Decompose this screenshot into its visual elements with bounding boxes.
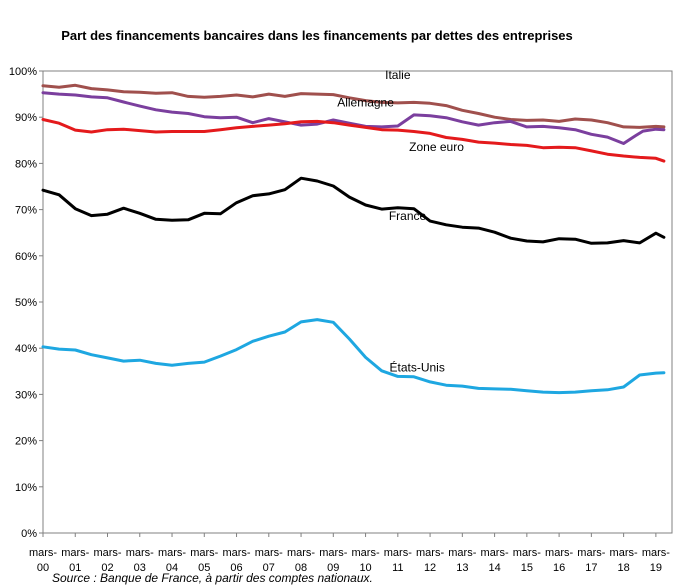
y-tick-label: 60% <box>15 251 37 263</box>
x-tick-label-bottom: 09 <box>327 562 339 574</box>
y-tick-label: 50% <box>15 297 37 309</box>
x-tick-label-bottom: 13 <box>456 562 468 574</box>
y-tick-label: 90% <box>15 112 37 124</box>
plot-area <box>42 70 673 534</box>
series-line-italie <box>41 83 666 129</box>
x-tick-label-top: mars- <box>287 547 315 559</box>
y-axis: 0% 10% 20% 30% 40% 50% 60% 70% 80% 90% 100% <box>9 66 43 540</box>
x-tick-label-bottom: 17 <box>585 562 597 574</box>
x-tick-label-top: mars- <box>158 547 186 559</box>
x-tick-label-top: mars- <box>610 547 638 559</box>
x-tick-label-bottom: 02 <box>101 562 113 574</box>
y-tick-label: 10% <box>15 482 37 494</box>
x-tick-label-bottom: 18 <box>617 562 629 574</box>
x-tick-label-top: mars- <box>29 547 57 559</box>
x-tick-label-bottom: 10 <box>359 562 371 574</box>
y-tick-label: 30% <box>15 389 37 401</box>
x-tick-label-bottom: 11 <box>392 562 403 574</box>
source-note: Source : Banque de France, à partir des … <box>52 571 373 585</box>
x-tick-label-bottom: 03 <box>134 562 146 574</box>
x-tick-label-top: mars- <box>61 547 89 559</box>
x-tick-label-top: mars- <box>642 547 670 559</box>
x-tick-label-bottom: 12 <box>424 562 436 574</box>
x-tick-label-top: mars- <box>319 547 347 559</box>
series-label--tats-unis: États-Unis <box>389 359 444 374</box>
series-label-allemagne: Allemagne <box>337 96 394 110</box>
plot-border <box>42 70 673 534</box>
x-tick-label-top: mars- <box>545 547 573 559</box>
x-tick-label-top: mars- <box>352 547 380 559</box>
y-tick-label: 0% <box>21 528 37 540</box>
x-tick-label-bottom: 16 <box>553 562 565 574</box>
x-tick-label-top: mars- <box>577 547 605 559</box>
x-tick-label-top: mars- <box>255 547 283 559</box>
x-tick-label-bottom: 01 <box>69 562 81 574</box>
x-tick-label-bottom: 19 <box>650 562 662 574</box>
x-tick-label-bottom: 08 <box>295 562 307 574</box>
y-tick-label: 100% <box>9 66 37 78</box>
x-tick-label-top: mars- <box>448 547 476 559</box>
series-labels: Italie Allemagne Zone euro France États-Unis <box>337 68 464 374</box>
series-layer <box>41 83 666 395</box>
x-tick-label-top: mars- <box>93 547 121 559</box>
series-label-italie: Italie <box>385 68 411 82</box>
x-tick-label-top: mars- <box>222 547 250 559</box>
y-tick-label: 20% <box>15 436 37 448</box>
x-tick-label-top: mars- <box>416 547 444 559</box>
x-tick-label-top: mars- <box>384 547 412 559</box>
x-tick-label-top: mars- <box>126 547 154 559</box>
x-tick-label-top: mars- <box>190 547 218 559</box>
series-label-zone-euro: Zone euro <box>409 140 464 154</box>
x-tick-label-top: mars- <box>481 547 509 559</box>
x-tick-label-bottom: 05 <box>198 562 210 574</box>
y-tick-label: 70% <box>15 205 37 217</box>
x-axis: mars- 00 mars- 01 mars- 02 mars- 03 mars- 04 mars-… <box>29 533 670 574</box>
x-tick-label-bottom: 07 <box>263 562 275 574</box>
series-label-france: France <box>389 209 427 223</box>
y-tick-label: 40% <box>15 343 37 355</box>
x-tick-label-top: mars- <box>513 547 541 559</box>
x-tick-label-bottom: 06 <box>230 562 242 574</box>
series-line-france <box>41 176 666 245</box>
y-tick-label: 80% <box>15 158 37 170</box>
series-line--tats-unis <box>41 318 666 395</box>
chart-title: Part des financements bancaires dans les… <box>61 28 573 43</box>
series-line-zone-euro <box>41 118 666 163</box>
x-tick-label-bottom: 04 <box>166 562 178 574</box>
x-tick-label-bottom: 14 <box>488 562 500 574</box>
x-tick-label-bottom: 00 <box>37 562 49 574</box>
x-tick-label-bottom: 15 <box>521 562 533 574</box>
